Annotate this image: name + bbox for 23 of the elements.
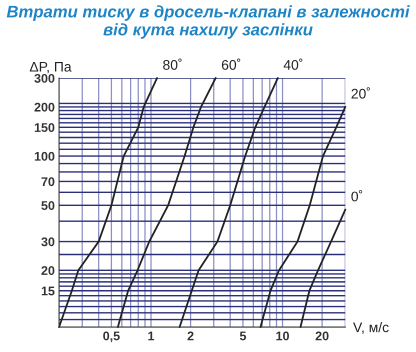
- x-tick-label: 5: [240, 332, 246, 340]
- y-tick-label: 300: [34, 74, 54, 83]
- x-tick-label: 10: [276, 332, 289, 340]
- y-tick-label: 100: [34, 152, 54, 161]
- y-tick-label: 20: [41, 266, 54, 275]
- y-tick-label: 50: [41, 201, 54, 210]
- y-tick-label: 15: [42, 286, 55, 296]
- series-label: 40˚: [284, 58, 302, 70]
- x-axis-title: V, м/с: [353, 322, 389, 334]
- y-axis-title: ΔP, Па: [30, 62, 72, 74]
- series-label: 20˚: [352, 87, 370, 99]
- x-tick-label: 20: [316, 332, 329, 340]
- y-tick-label: 30: [41, 237, 54, 246]
- chart-title: Втрати тиску в дросель-клапані в залежності від кута нахилу заслінки: [6, 5, 410, 39]
- x-tick-label: 0,5: [103, 332, 120, 342]
- series-label: 80˚: [163, 58, 182, 70]
- series-label: 60˚: [222, 58, 240, 70]
- y-tick-label: 200: [34, 102, 54, 112]
- y-tick-label: 70: [42, 177, 54, 186]
- y-tick-label: 150: [34, 123, 54, 132]
- series-label: 0˚: [351, 190, 362, 202]
- x-tick-label: 2: [188, 332, 194, 340]
- x-tick-label: 1: [148, 332, 154, 340]
